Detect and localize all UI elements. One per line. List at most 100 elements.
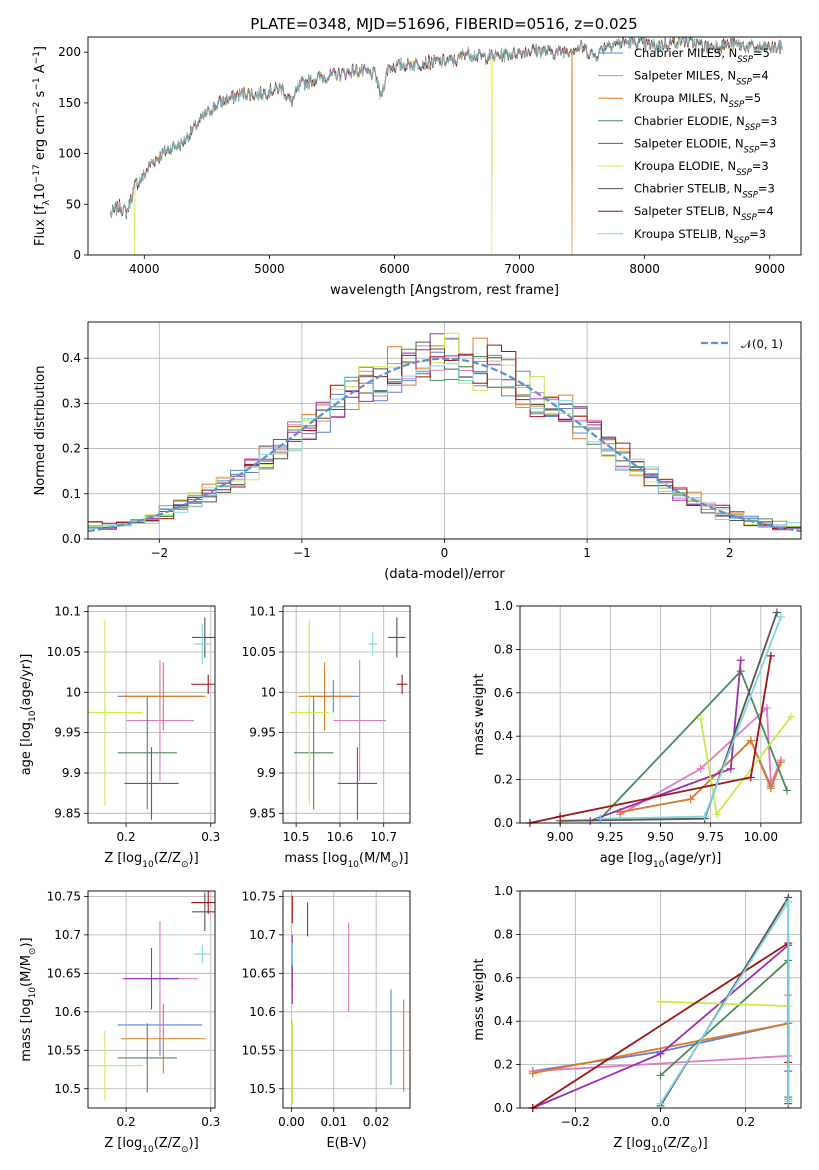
y-axis-label: mass weight — [472, 958, 487, 1040]
y-tick-label: 0.0 — [62, 532, 81, 546]
errorbar-point-6 — [388, 617, 406, 658]
axes-frame — [87, 605, 216, 824]
x-tick-label: 10.6 — [327, 830, 354, 844]
x-tick-label: 6000 — [379, 262, 410, 276]
errorbar-point-7 — [191, 674, 215, 694]
x-tick-label: 10.5 — [283, 830, 310, 844]
axes-frame — [87, 36, 802, 256]
y-tick-label: 150 — [58, 96, 81, 110]
y-tick-label: 10.75 — [47, 889, 81, 903]
x-axis-label: Z [log10(Z/Z⊙)] — [104, 1136, 198, 1155]
y-tick-label: 0.4 — [494, 729, 513, 743]
y-tick-label: 1.0 — [494, 599, 513, 613]
y-tick-label: 0.4 — [62, 351, 81, 365]
legend-normal-label: 𝒩(0, 1) — [741, 337, 783, 351]
y-tick-label: 10.5 — [249, 1082, 276, 1096]
x-axis-label: Z [log10(Z/Z⊙)] — [104, 851, 198, 870]
y-tick-label: 0.6 — [494, 971, 513, 985]
x-tick-label: 0.2 — [117, 1115, 136, 1129]
weight-line-8 — [600, 616, 782, 820]
y-tick-label: 10.6 — [54, 1005, 81, 1019]
y-axis-label: mass [log10(M/M⊙)] — [19, 937, 38, 1061]
figure-title: PLATE=0348, MJD=51696, FIBERID=0516, z=0… — [250, 15, 637, 33]
x-axis-label: age [log10(age/yr)] — [600, 851, 722, 870]
y-axis-label: Normed distribution — [33, 366, 48, 496]
x-tick-label: −1 — [293, 546, 311, 560]
y-tick-label: 0.2 — [494, 773, 513, 787]
x-tick-label: 10.7 — [370, 830, 397, 844]
y-tick-label: 0.1 — [62, 487, 81, 501]
plot-area — [528, 893, 793, 1112]
legend-entry-8: Kroupa STELIB, NSSP=3 — [634, 227, 766, 246]
y-tick-label: 100 — [58, 147, 81, 161]
x-tick-label: 9.50 — [647, 830, 674, 844]
weight-marker — [726, 764, 735, 773]
weight-marker — [772, 608, 781, 617]
x-tick-label: 9000 — [754, 262, 785, 276]
errorbar-point-1 — [333, 660, 386, 782]
y-tick-label: 10.75 — [242, 889, 276, 903]
x-axis-label: E(B-V) — [326, 1136, 366, 1151]
plot-area — [88, 617, 215, 820]
weight-marker — [656, 1099, 665, 1108]
x-tick-label: 0.3 — [201, 1115, 220, 1129]
y-tick-label: 10 — [261, 685, 276, 699]
y-tick-label: 9.85 — [54, 806, 81, 820]
y-tick-label: 9.9 — [257, 766, 276, 780]
x-tick-label: 0.2 — [117, 830, 136, 844]
x-tick-label: 0.0 — [651, 1115, 670, 1129]
weight-marker — [786, 712, 795, 721]
x-tick-label: 0.2 — [736, 1115, 755, 1129]
weight-marker — [776, 758, 785, 767]
errorbar-point-2 — [121, 662, 206, 731]
weight-marker — [696, 714, 705, 723]
y-tick-label: 10.6 — [249, 1005, 276, 1019]
x-tick-label: 4000 — [129, 262, 160, 276]
axes-age-vs-mass: 10.5 10.6 10.7 9.85 9.9 9.95 10 10.05 10.1 mass [… — [242, 605, 411, 870]
axes-mass-vs-ebv: 0.00 0.01 0.02 10.5 10.55 10.6 10.65 10.7 10.75 E… — [242, 889, 411, 1151]
plot-area — [88, 332, 801, 533]
x-tick-label: 0.3 — [201, 830, 220, 844]
plot-area — [526, 608, 795, 827]
axes-frame — [282, 605, 411, 824]
histogram-5 — [88, 332, 801, 528]
y-tick-label: 0.4 — [494, 1014, 513, 1028]
spectrum-line-8 — [110, 37, 783, 218]
y-tick-label: 1.0 — [494, 884, 513, 898]
y-tick-label: 10.7 — [249, 928, 276, 942]
y-tick-label: 0.6 — [494, 686, 513, 700]
legend-entry-7: Salpeter STELIB, NSSP=4 — [634, 204, 774, 223]
errorbar-point-3 — [117, 696, 177, 810]
x-tick-label: 9.75 — [697, 830, 724, 844]
legend-entry-5: Kroupa ELODIE, NSSP=3 — [634, 159, 769, 178]
y-tick-label: 0.8 — [494, 927, 513, 941]
y-tick-label: 10.65 — [47, 966, 81, 980]
x-tick-label: 8000 — [629, 262, 660, 276]
x-axis-label: Z [log10(Z/Z⊙)] — [613, 1136, 707, 1155]
y-tick-label: 10.5 — [54, 1082, 81, 1096]
errorbar-point-3 — [293, 696, 334, 810]
x-tick-label: 0.02 — [363, 1115, 390, 1129]
errorbar-point-4 — [124, 947, 179, 1010]
weight-marker — [762, 703, 771, 712]
legend-entry-3: Chabrier ELODIE, NSSP=3 — [634, 114, 777, 133]
x-tick-label: 5000 — [254, 262, 285, 276]
errorbar-point-4 — [337, 747, 378, 820]
legend-entry-1: Salpeter MILES, NSSP=4 — [634, 69, 769, 88]
y-tick-label: 200 — [58, 45, 81, 59]
x-axis-label: wavelength [Angstrom, rest frame] — [330, 283, 559, 298]
y-tick-label: 10.1 — [249, 605, 276, 619]
weight-marker — [766, 651, 775, 660]
errorbar-point-7 — [396, 674, 408, 694]
plot-area — [88, 891, 215, 1101]
y-tick-label: 0.2 — [494, 1058, 513, 1072]
x-tick-label: −2 — [150, 546, 168, 560]
y-tick-label: 9.95 — [249, 726, 276, 740]
legend-entry-0: Chabrier MILES, NSSP=5 — [634, 46, 770, 65]
axes-spectrum: 4000 5000 6000 7000 8000 9000 0 50 100 150 200 wave… — [32, 36, 802, 298]
weight-marker — [528, 1069, 537, 1078]
weight-marker — [782, 786, 791, 795]
errorbar-point-8 — [193, 623, 211, 665]
x-tick-label: 1 — [583, 546, 591, 560]
weight-marker — [712, 810, 721, 819]
